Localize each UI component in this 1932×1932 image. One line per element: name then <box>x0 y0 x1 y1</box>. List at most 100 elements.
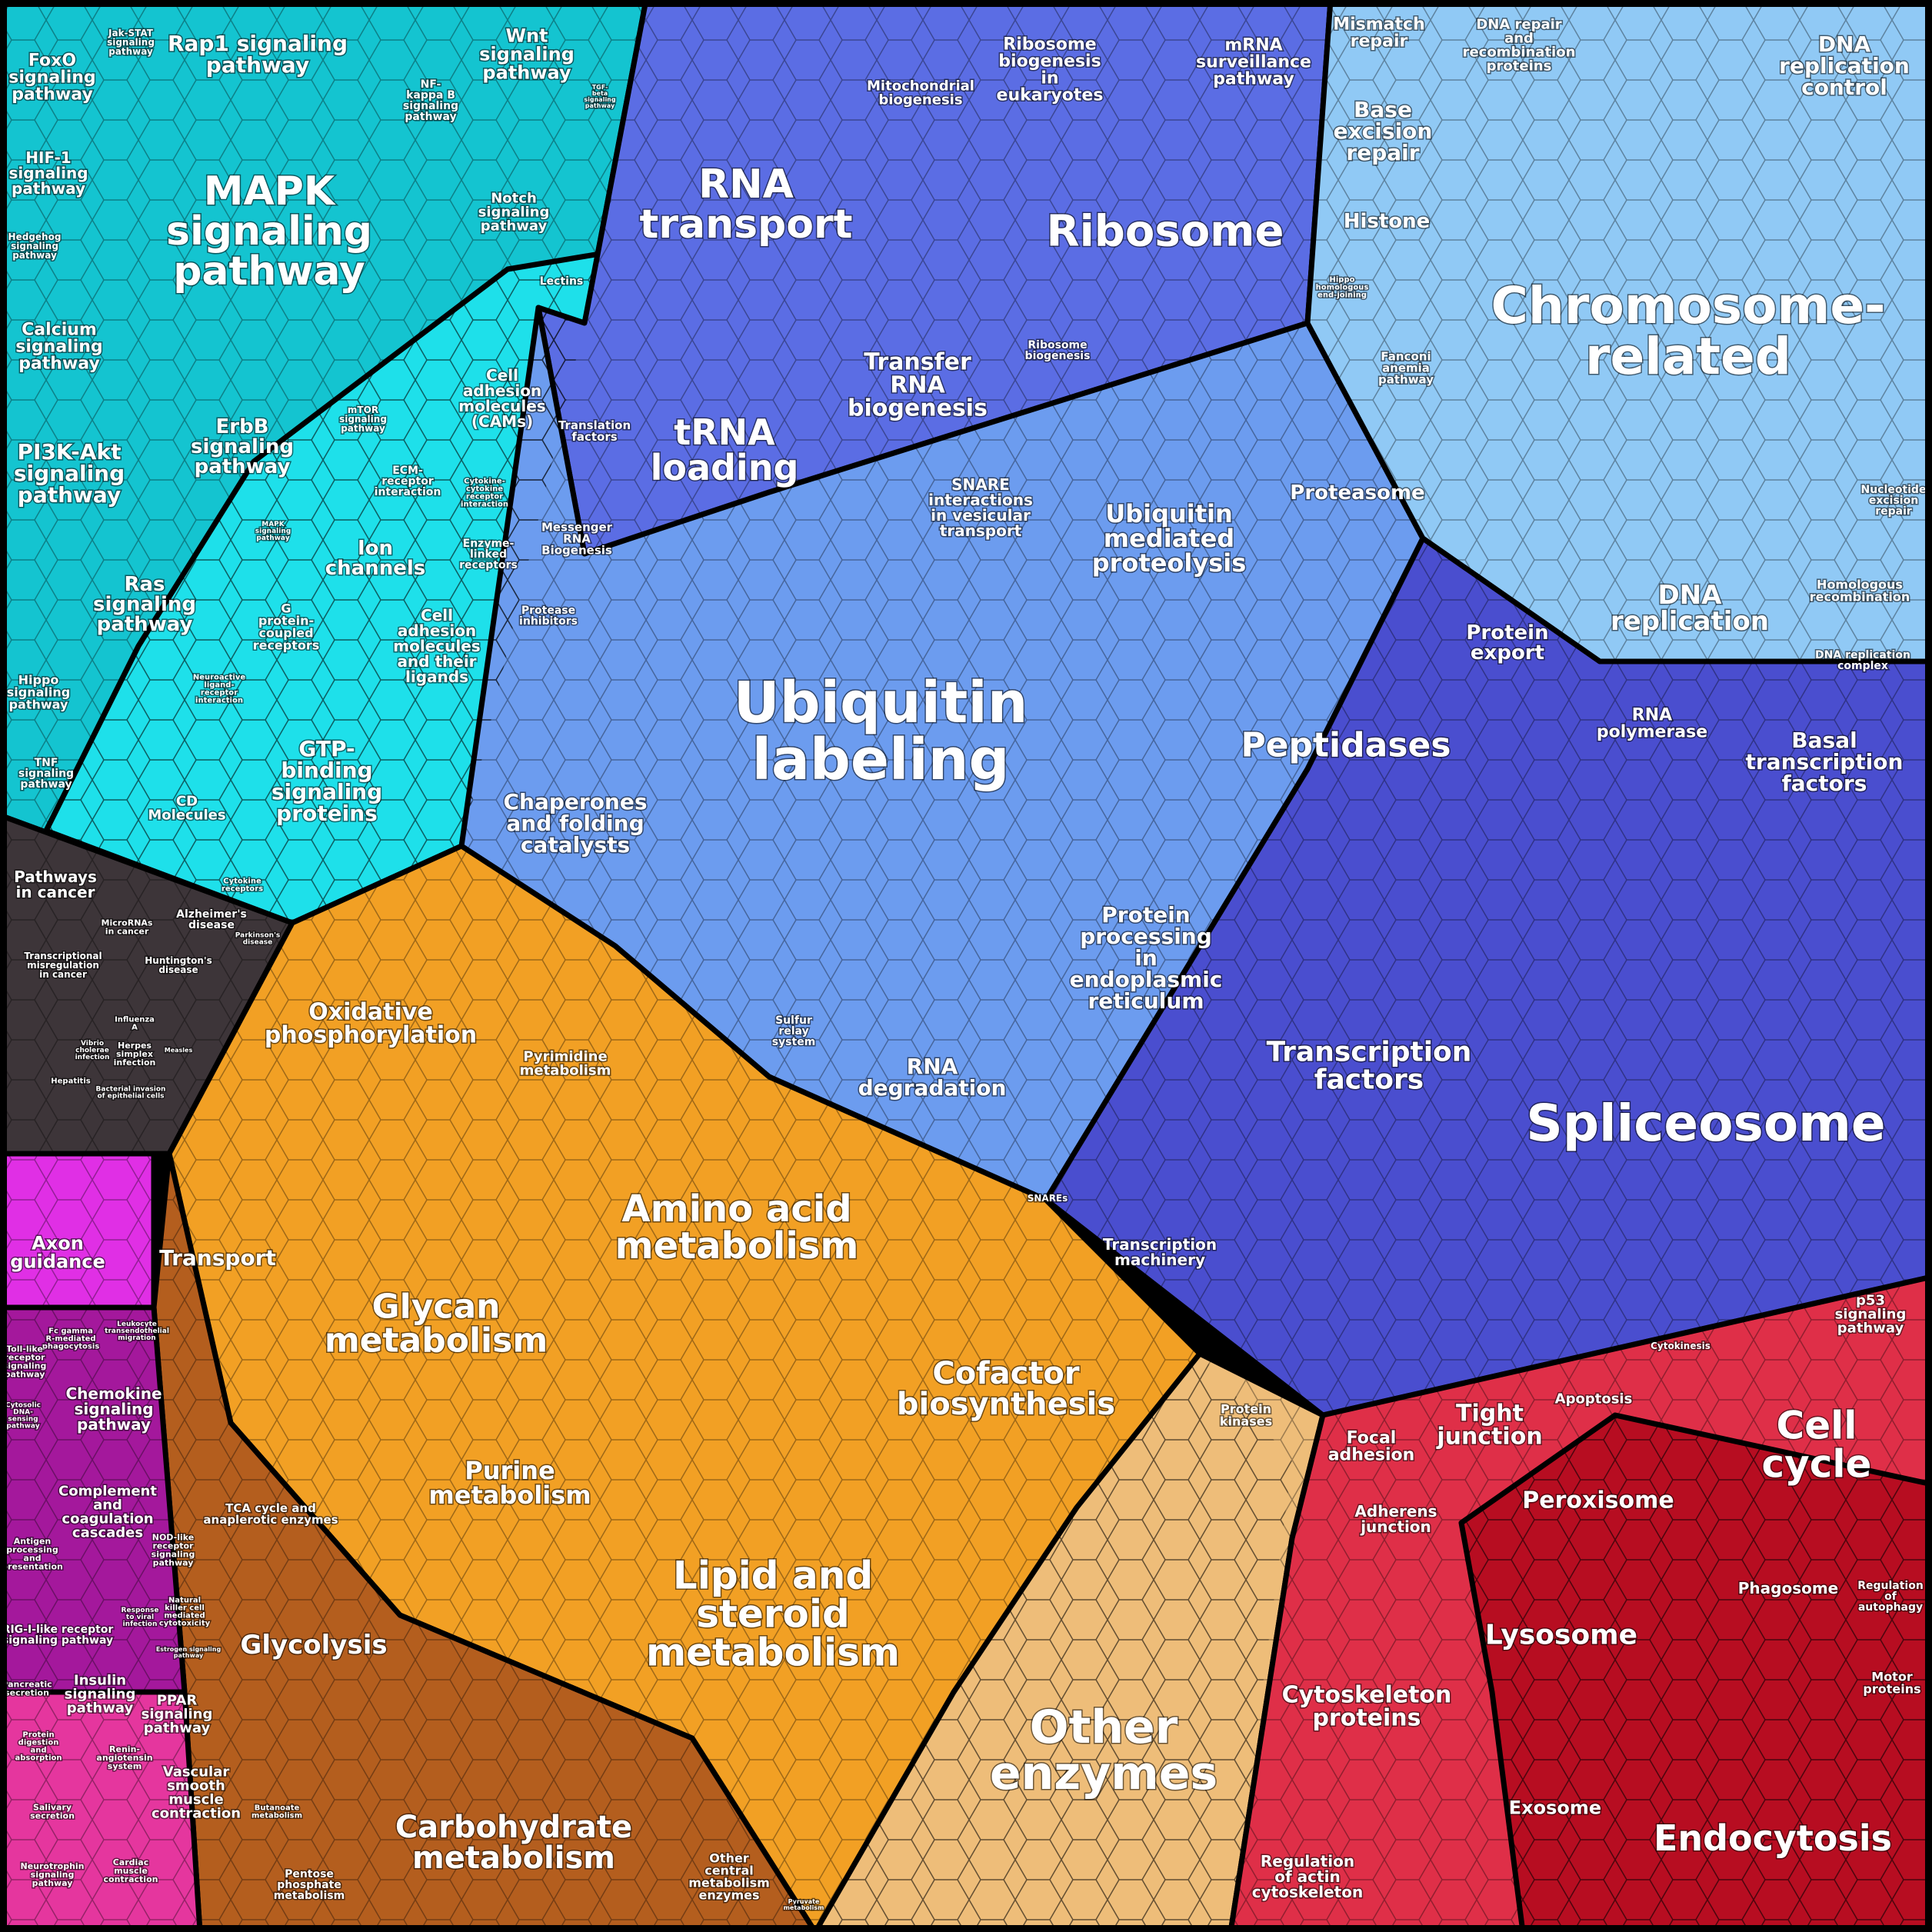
region-label: Neuroactive ligand-receptor interaction <box>193 674 245 705</box>
region-label: Chaperones and folding catalysts <box>503 789 647 858</box>
region-label: Complement and coagulation cascades <box>58 1483 157 1541</box>
region-label: Purine metabolism <box>428 1456 591 1510</box>
region-label: RNA transport <box>639 162 852 248</box>
region-label: Hippo homologous end-joining <box>1316 276 1369 300</box>
region-label: Axon guidance <box>10 1232 105 1272</box>
region-label: Rap1 signaling pathway <box>168 31 348 78</box>
region-label: Other enzymes <box>990 1700 1217 1800</box>
region-label: Sulfur relay system <box>772 1014 816 1048</box>
label-layer: MAPK signaling pathway Rap1 signaling pathwa… <box>1 14 1927 1912</box>
region-label: Protein export <box>1466 621 1548 665</box>
region-label: Herpes simplex infection <box>114 1041 156 1068</box>
region-label: DNA repair and recombination proteins <box>1463 16 1576 74</box>
region-label: Bacterial invasion of epithelial cells <box>96 1086 166 1101</box>
region-label: Parkinson's disease <box>235 932 280 947</box>
region-label: CD Molecules <box>148 793 225 823</box>
region-label: Pentose phosphate metabolism <box>274 1868 345 1902</box>
region-label: p53 signaling pathway <box>1835 1292 1907 1336</box>
region-label: RNA degradation <box>858 1054 1007 1101</box>
region-label: Ubiquitin labeling <box>734 670 1028 793</box>
region-label: Insulin signaling pathway <box>65 1672 136 1716</box>
region-label: Renin-angiotensin system <box>96 1744 152 1771</box>
region-label: HIF-1 signaling pathway <box>8 148 88 198</box>
region-label: Cytoskeleton proteins <box>1282 1682 1452 1732</box>
region-label: Translation factors <box>558 418 631 444</box>
region-label: Mismatch repair <box>1333 15 1425 52</box>
region-label: Vascular smooth muscle contraction <box>152 1764 241 1821</box>
pink-group-cells <box>0 1692 200 1932</box>
region-label: Transport <box>159 1245 276 1271</box>
chromosome-group-cells <box>1307 0 1932 661</box>
region-label: Natural killer cell mediated cytotoxicity <box>159 1597 211 1628</box>
region-label: Peptidases <box>1241 725 1451 764</box>
disease-group-cells <box>0 815 292 1154</box>
region-label: Hippo signaling pathway <box>7 673 70 712</box>
region-label: FoxO signaling pathway <box>8 52 95 105</box>
region-label: Protein digestion and absorption <box>15 1731 62 1763</box>
region-label: Wnt signaling pathway <box>479 25 575 83</box>
region-label: Jak-STAT signaling pathway <box>107 28 155 57</box>
region-label: Transfer RNA biogenesis <box>848 349 988 422</box>
region-label: Regulation of autophagy <box>1857 1580 1924 1614</box>
region-label: Peroxisome <box>1522 1487 1674 1514</box>
region-label: Hepatitis <box>51 1078 90 1086</box>
region-label: Focal adhesion <box>1328 1429 1415 1465</box>
transcription-group-cells <box>1046 538 1932 1415</box>
region-label: Cytosolic DNA-sensing pathway <box>5 1402 41 1431</box>
region-label: SNAREs <box>1028 1193 1068 1204</box>
region-label: TGF-beta signaling pathway <box>584 84 616 109</box>
region-label: Lectins <box>540 275 584 288</box>
region-label: Pyrimidine metabolism <box>520 1048 611 1078</box>
region-label: Estrogen signaling pathway <box>156 1646 222 1659</box>
region-label: TNF signaling pathway <box>18 757 74 791</box>
region-label: Chemokine signaling pathway <box>65 1384 162 1434</box>
region-label: Histone <box>1344 210 1431 233</box>
region-label: Alzheimer's disease <box>176 908 247 931</box>
region-label: Transcription factors <box>1267 1037 1472 1096</box>
region-label: mTOR signaling pathway <box>339 405 387 434</box>
region-label: Fanconi anemia pathway <box>1378 349 1434 386</box>
region-label: Ras signaling pathway <box>93 573 196 636</box>
metabolism-dark-group-cells <box>154 1154 815 1932</box>
region-label: Ion channels <box>325 537 426 580</box>
region-label: Antigen processing and presentation <box>2 1536 63 1571</box>
region-label: Ribosome biogenesis <box>1025 339 1091 362</box>
region-label: Cell adhesion molecules and their ligands <box>393 606 480 686</box>
region-label: Proteasome <box>1290 481 1424 505</box>
region-label: Other central metabolism enzymes <box>688 1851 770 1903</box>
region-label: RNA polymerase <box>1597 706 1707 742</box>
region-label: NOD-like receptor signaling pathway <box>152 1532 195 1567</box>
region-label: Toll-like receptor signaling pathway <box>3 1344 47 1379</box>
region-label: tRNA loading <box>651 411 799 488</box>
region-label: GTP-binding signaling proteins <box>271 736 382 826</box>
region-label: Ribosome <box>1046 207 1284 257</box>
region-label: Motor proteins <box>1863 1670 1920 1697</box>
region-label: Amino acid metabolism <box>615 1188 859 1267</box>
region-label: Exosome <box>1509 1797 1601 1818</box>
region-label: Base excision repair <box>1334 97 1433 165</box>
region-label: Glycan metabolism <box>325 1287 548 1360</box>
region-label: Phagosome <box>1738 1579 1839 1597</box>
region-label: DNA replication complex <box>1815 649 1910 672</box>
region-label: Measles <box>165 1047 193 1054</box>
region-label: Fc gamma R-mediated phagocytosis <box>42 1327 100 1351</box>
region-label: PPAR signaling pathway <box>142 1692 213 1736</box>
other-enzymes-group-cells <box>815 1354 1323 1932</box>
region-label: Mitochondrial biogenesis <box>867 78 974 108</box>
region-label: ErbB signaling pathway <box>191 415 294 478</box>
region-label: Homologous recombination <box>1810 578 1910 605</box>
region-label: Neurotrophin signaling pathway <box>20 1861 84 1888</box>
purple-group-cells <box>0 1307 185 1692</box>
rna-group-cells <box>538 0 1331 554</box>
region-label: Lipid and steroid metabolism <box>646 1554 900 1675</box>
region-label: Regulation of actin cytoskeleton <box>1252 1852 1363 1901</box>
region-label: Glycolysis <box>240 1630 387 1661</box>
region-label: Cytokinesis <box>1651 1341 1710 1351</box>
region-label: Pathways in cancer <box>14 868 97 901</box>
region-label: Cofactor biosynthesis <box>897 1356 1115 1422</box>
region-label: Pancreatic secretion <box>2 1679 52 1697</box>
